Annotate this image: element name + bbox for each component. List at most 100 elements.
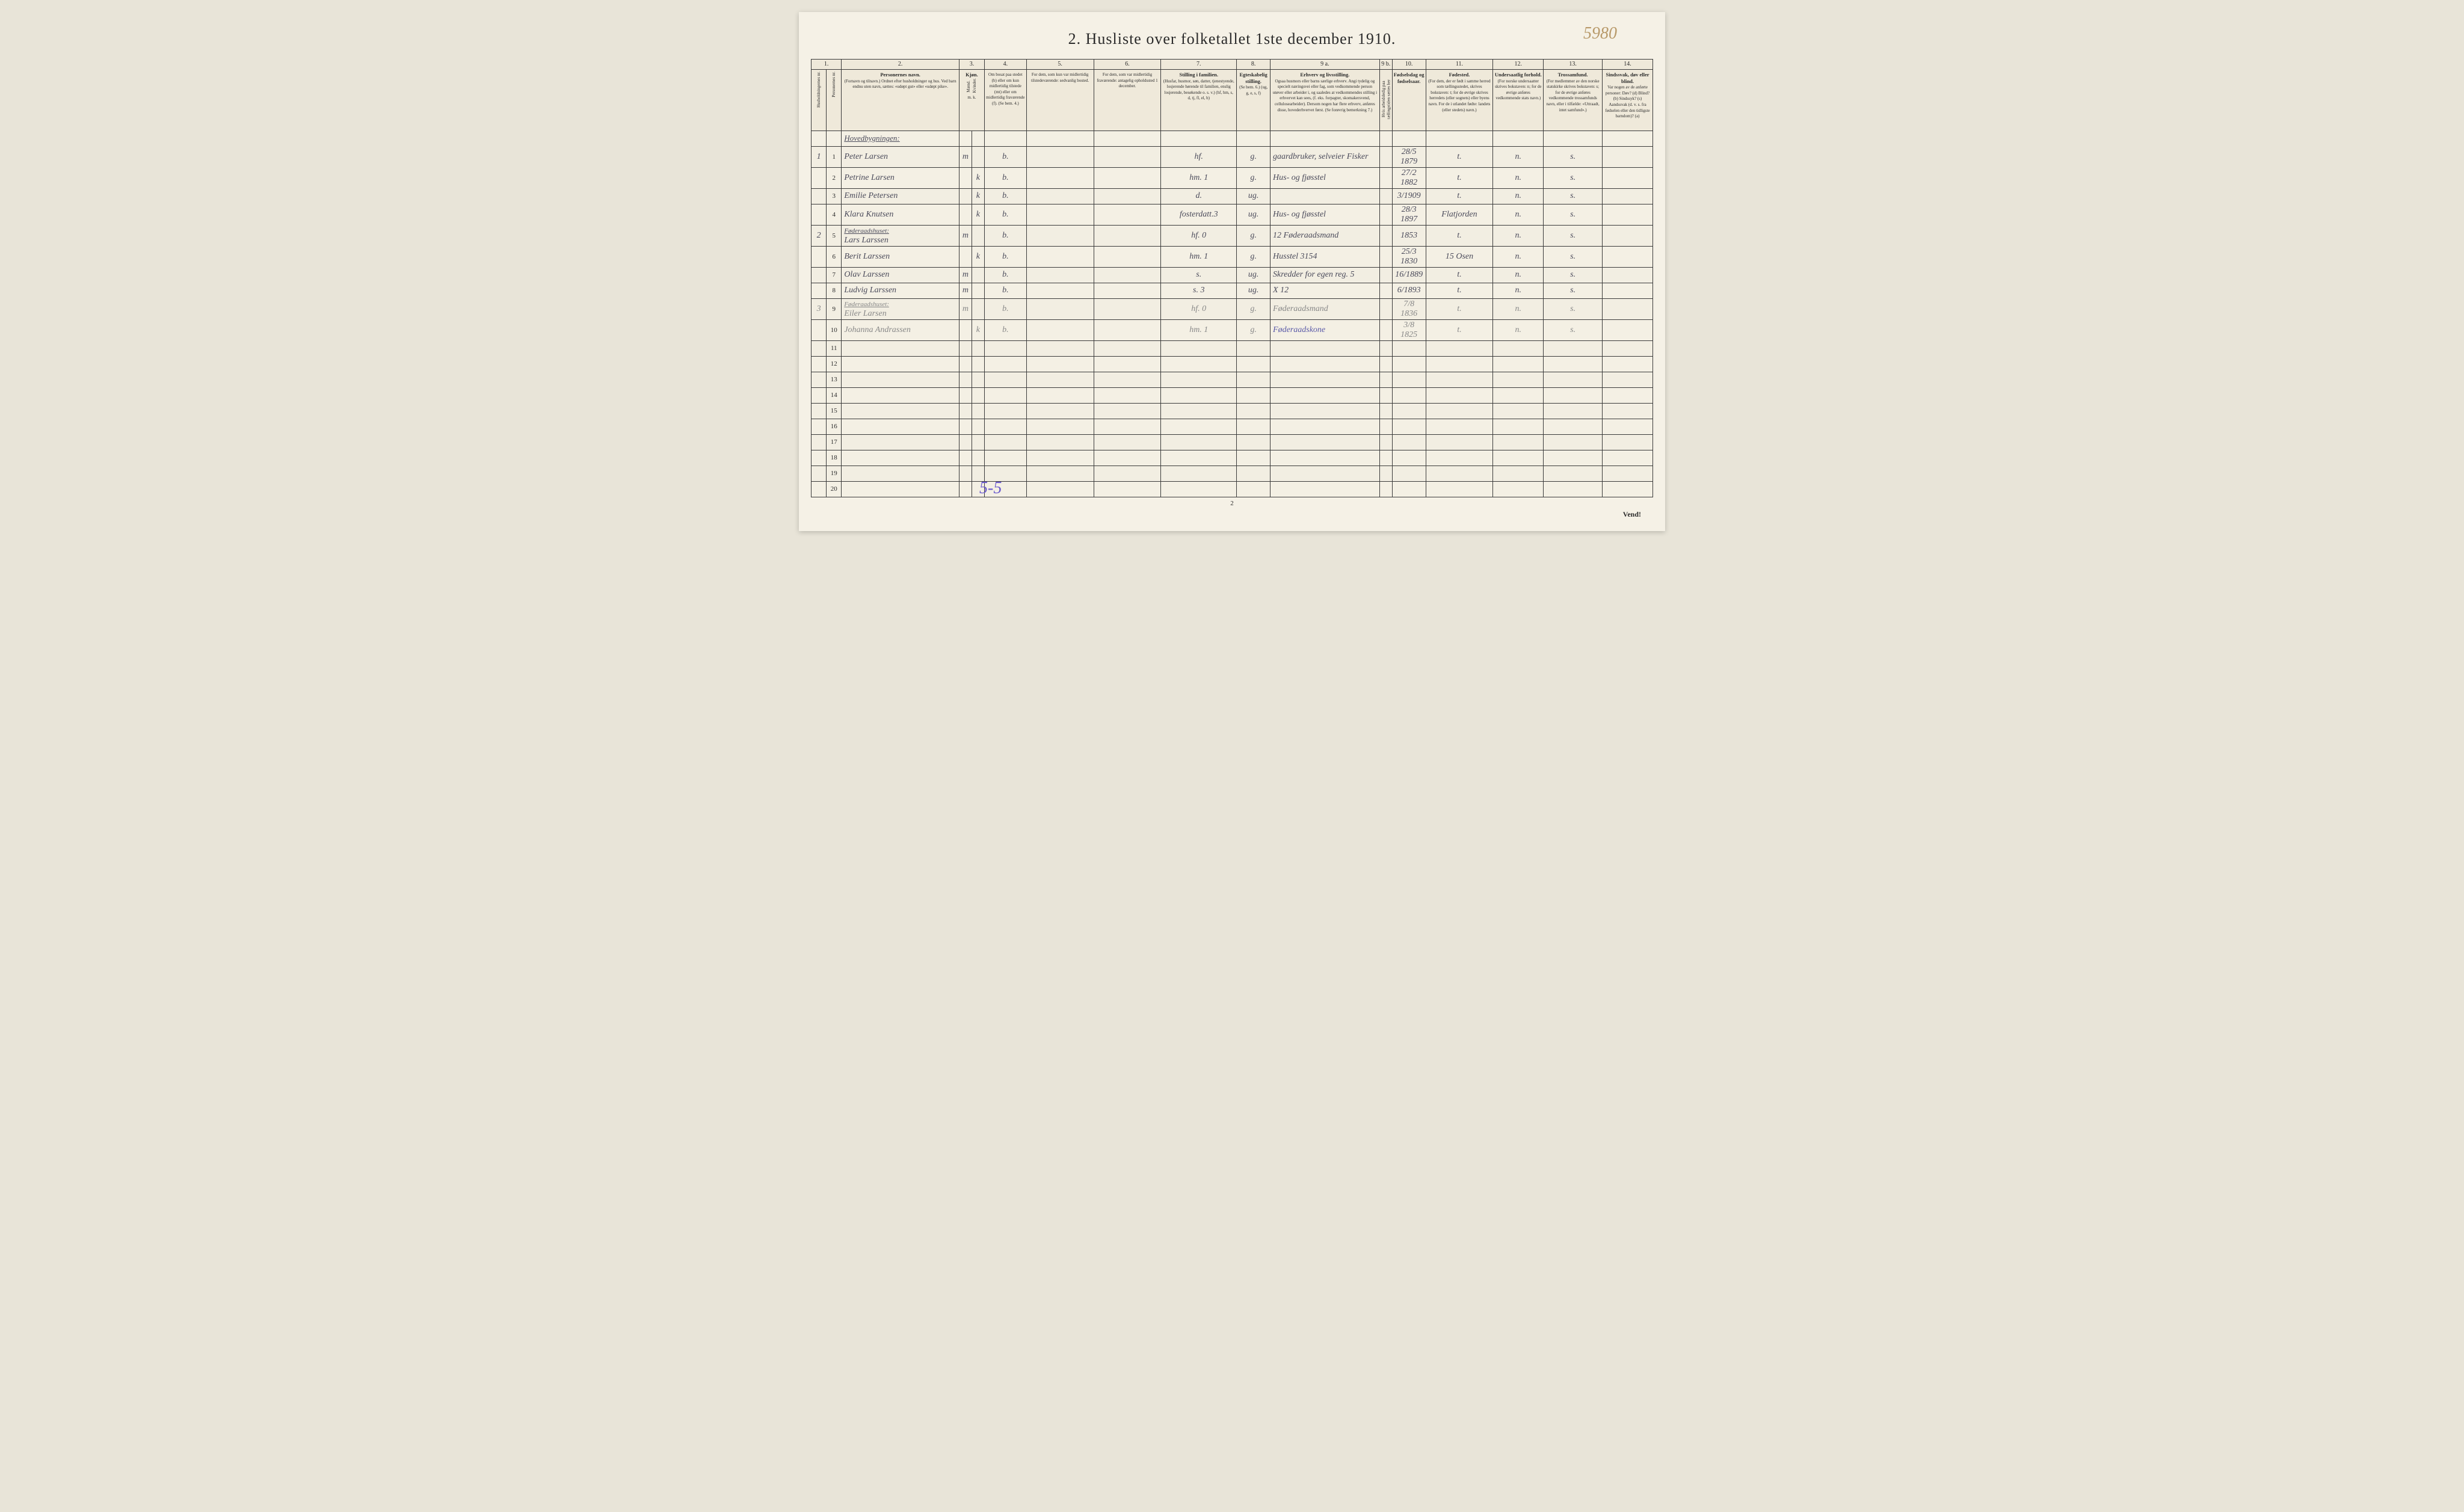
cell-sex-m: m xyxy=(959,225,972,246)
cell-family-pos: hm. 1 xyxy=(1161,246,1237,267)
cell-marital: g. xyxy=(1237,146,1270,167)
hdr-unemployed: Hvis arbeidsledig paa tællingstiden sætt… xyxy=(1379,70,1392,131)
cell-household: 1 xyxy=(812,146,827,167)
cell-occupation: gaardbruker, selveier Fisker xyxy=(1270,146,1380,167)
cell-disability xyxy=(1603,267,1653,283)
cell-person-nr: 12 xyxy=(827,356,842,372)
cell-occupation: X 12 xyxy=(1270,283,1380,298)
cell-disability xyxy=(1603,146,1653,167)
hdr-dob: Fødselsdag og fødselsaar. xyxy=(1392,70,1426,131)
cell-person-nr: 6 xyxy=(827,246,842,267)
cell-temp-present xyxy=(1026,167,1094,188)
cell-disability xyxy=(1603,225,1653,246)
cell-person-nr: 11 xyxy=(827,340,842,356)
cell-residence: b. xyxy=(984,319,1026,340)
cell-nationality: n. xyxy=(1493,167,1544,188)
cell-temp-present xyxy=(1026,298,1094,319)
cell-dob: 6/1893 xyxy=(1392,283,1426,298)
cell-temp-present xyxy=(1026,225,1094,246)
cell-residence: b. xyxy=(984,167,1026,188)
hdr-residence: Om bosat paa stedet (b) eller om kun mid… xyxy=(984,70,1026,131)
page-title: 2. Husliste over folketallet 1ste decemb… xyxy=(811,30,1653,48)
cell-person-nr: 9 xyxy=(827,298,842,319)
cell-occupation: Føderaadskone xyxy=(1270,319,1380,340)
cell-birthplace: t. xyxy=(1426,188,1493,204)
cell-residence: b. xyxy=(984,246,1026,267)
colnum-12: 12. xyxy=(1493,60,1544,70)
cell-household xyxy=(812,319,827,340)
cell-dob: 3/8 1825 xyxy=(1392,319,1426,340)
cell-person-nr: 4 xyxy=(827,204,842,225)
cell-nationality: n. xyxy=(1493,188,1544,204)
hdr-name: Personernes navn.(Fornavn og tilnavn.) O… xyxy=(842,70,959,131)
cell-marital: ug. xyxy=(1237,188,1270,204)
cell-religion: s. xyxy=(1544,283,1603,298)
cell-household xyxy=(812,167,827,188)
cell-birthplace: 15 Osen xyxy=(1426,246,1493,267)
cell-name: Olav Larssen xyxy=(842,267,959,283)
vend-label: Vend! xyxy=(1623,510,1641,519)
cell-sex-k: k xyxy=(972,319,984,340)
colnum-10: 10. xyxy=(1392,60,1426,70)
cell-person-nr: 1 xyxy=(827,146,842,167)
cell-occupation: Husstel 3154 xyxy=(1270,246,1380,267)
colnum-7: 7. xyxy=(1161,60,1237,70)
cell-unemployed xyxy=(1379,298,1392,319)
cell-residence: b. xyxy=(984,267,1026,283)
cell-family-pos: hm. 1 xyxy=(1161,167,1237,188)
cell-religion: s. xyxy=(1544,225,1603,246)
cell-sex-k: k xyxy=(972,167,984,188)
cell-sex-m: m xyxy=(959,267,972,283)
cell-dob: 3/1909 xyxy=(1392,188,1426,204)
cell-marital: g. xyxy=(1237,167,1270,188)
colnum-11: 11. xyxy=(1426,60,1493,70)
cell-unemployed xyxy=(1379,167,1392,188)
cell-birthplace: t. xyxy=(1426,225,1493,246)
cell-birthplace: t. xyxy=(1426,283,1493,298)
cell-family-pos: hf. 0 xyxy=(1161,225,1237,246)
cell-name: Klara Knutsen xyxy=(842,204,959,225)
cell-unemployed xyxy=(1379,267,1392,283)
colnum-2: 2. xyxy=(842,60,959,70)
cell-household xyxy=(812,283,827,298)
cell-temp-absent xyxy=(1094,167,1161,188)
cell-birthplace: t. xyxy=(1426,319,1493,340)
hdr-religion: Trossamfund.(For medlemmer av den norske… xyxy=(1544,70,1603,131)
colnum-13: 13. xyxy=(1544,60,1603,70)
cell-family-pos: fosterdatt.3 xyxy=(1161,204,1237,225)
table-row: 7 Olav Larssen m b. s. ug. Skredder for … xyxy=(812,267,1653,283)
cell-sex-m xyxy=(959,319,972,340)
cell-occupation: Føderaadsmand xyxy=(1270,298,1380,319)
cell-disability xyxy=(1603,319,1653,340)
cell-person-nr: 18 xyxy=(827,450,842,466)
cell-residence: b. xyxy=(984,204,1026,225)
column-number-row: 1. 2. 3. 4. 5. 6. 7. 8. 9 a. 9 b. 10. 11… xyxy=(812,60,1653,70)
cell-sex-k xyxy=(972,267,984,283)
cell-unemployed xyxy=(1379,246,1392,267)
top-annotation: 5980 xyxy=(1583,24,1617,43)
cell-name: Peter Larsen xyxy=(842,146,959,167)
colnum-9a: 9 a. xyxy=(1270,60,1380,70)
section-heading-row: Hovedbygningen: xyxy=(812,131,1653,146)
cell-person-nr: 13 xyxy=(827,372,842,387)
table-row: 3 9 Føderaadshuset:Eiler Larsen m b. hf.… xyxy=(812,298,1653,319)
cell-sex-m xyxy=(959,246,972,267)
table-row: 2 5 Føderaadshuset:Lars Larssen m b. hf.… xyxy=(812,225,1653,246)
cell-occupation: Hus- og fjøsstel xyxy=(1270,167,1380,188)
cell-name: Petrine Larsen xyxy=(842,167,959,188)
cell-birthplace: t. xyxy=(1426,167,1493,188)
cell-sex-k: k xyxy=(972,204,984,225)
hdr-sex: Kjøn.Mænd. Kvinder.m. k. xyxy=(959,70,984,131)
colnum-6: 6. xyxy=(1094,60,1161,70)
cell-religion: s. xyxy=(1544,204,1603,225)
cell-name: Føderaadshuset:Eiler Larsen xyxy=(842,298,959,319)
cell-family-pos: d. xyxy=(1161,188,1237,204)
cell-nationality: n. xyxy=(1493,267,1544,283)
cell-dob: 27/2 1882 xyxy=(1392,167,1426,188)
cell-occupation: Skredder for egen reg. 5 xyxy=(1270,267,1380,283)
cell-name: Ludvig Larssen xyxy=(842,283,959,298)
cell-temp-absent xyxy=(1094,225,1161,246)
cell-nationality: n. xyxy=(1493,146,1544,167)
colnum-14: 14. xyxy=(1603,60,1653,70)
hdr-birthplace: Fødested.(For dem, der er født i samme h… xyxy=(1426,70,1493,131)
